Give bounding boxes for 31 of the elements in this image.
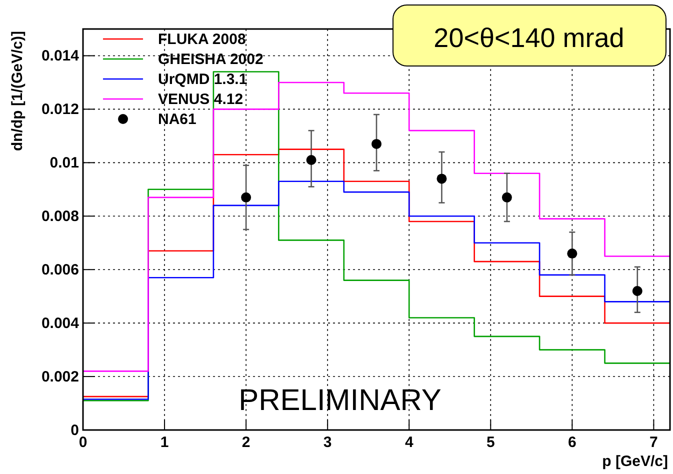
legend-label: NA61 (158, 111, 196, 128)
x-tick-label: 1 (160, 434, 169, 451)
y-tick-label: 0.006 (41, 262, 79, 279)
point (567, 248, 578, 259)
y-tick-label: 0.008 (41, 208, 79, 226)
annotation: PRELIMINARY (238, 384, 442, 417)
point (632, 286, 642, 296)
point (372, 138, 382, 149)
y-tick-label: 0.002 (41, 368, 79, 386)
legend-label: VENUS 4.12 (158, 91, 244, 108)
y-axis-title: dn/dp [1/(GeV/c)] (9, 30, 26, 151)
x-axis-title: p [GeV/c] (602, 453, 668, 470)
annotation: 20<θ<140 mrad (434, 23, 624, 53)
x-tick-label: 7 (650, 434, 658, 451)
point (436, 174, 447, 184)
y-tick-label: 0.004 (41, 315, 80, 332)
y-tick-label: 0.014 (41, 48, 80, 65)
x-tick-label: 4 (404, 434, 414, 451)
y-tick-label: 0.012 (41, 101, 79, 118)
x-tick-label: 2 (242, 434, 250, 451)
point (241, 192, 252, 202)
y-tick-label: 0.01 (50, 154, 79, 172)
point (502, 192, 512, 202)
legend-label: GHEISHA 2002 (158, 51, 264, 68)
x-tick-label: 5 (486, 434, 495, 451)
point (306, 154, 316, 165)
legend-label: FLUKA 2008 (158, 31, 246, 48)
y-tick-label: 0 (70, 422, 79, 439)
x-tick-label: 6 (568, 434, 576, 451)
x-tick-label: 3 (323, 434, 332, 451)
legend-label: UrQMD 1.3.1 (158, 71, 248, 88)
